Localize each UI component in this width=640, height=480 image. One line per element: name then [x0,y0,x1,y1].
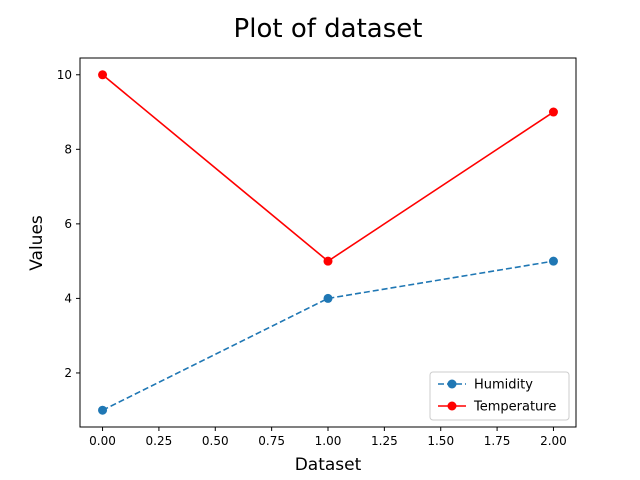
x-tick-label: 1.75 [484,434,511,448]
x-tick-label: 1.00 [315,434,342,448]
data-point-humidity [323,293,333,303]
x-tick-label: 1.25 [371,434,398,448]
y-axis: 2 4 6 8 10 [57,68,80,380]
legend-label-humidity: Humidity [474,378,533,393]
x-tick-label: 0.75 [258,434,285,448]
series-layer [98,70,558,415]
x-tick-label: 0.25 [146,434,173,448]
legend: Humidity Temperature [429,371,570,421]
y-tick-label: 10 [57,68,72,82]
data-point-humidity [548,256,558,266]
x-axis: 0.00 0.25 0.50 0.75 1.00 1.25 1.50 1.75 2.00 [89,427,567,448]
legend-label-temperature: Temperature [473,400,556,415]
chart-title: Plot of dataset [234,14,423,44]
data-point-temperature [98,70,108,80]
data-point-humidity [98,405,108,415]
data-point-temperature [548,107,558,117]
series-line-temperature [102,74,554,263]
y-tick-label: 8 [64,142,72,156]
data-point-temperature [323,256,333,266]
legend-box [429,371,570,421]
legend-marker-humidity [447,379,457,389]
y-tick-label: 4 [64,291,72,305]
y-axis-label: Values [27,215,47,271]
x-tick-label: 0.00 [89,434,116,448]
x-tick-label: 1.50 [427,434,454,448]
legend-marker-temperature [447,401,457,411]
x-tick-label: 0.50 [202,434,229,448]
y-tick-label: 6 [64,217,72,231]
y-tick-label: 2 [64,366,72,380]
x-tick-label: 2.00 [540,434,567,448]
series-line-humidity [102,260,554,411]
x-axis-label: Dataset [295,455,362,475]
